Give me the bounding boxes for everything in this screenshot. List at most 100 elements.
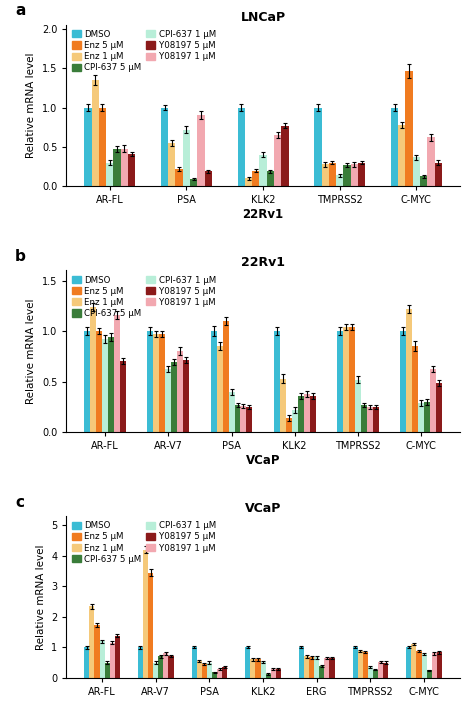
Bar [324,658,329,678]
Bar [237,107,245,186]
Title: 22Rv1: 22Rv1 [241,256,285,269]
Bar [420,176,428,186]
Title: LNCaP: LNCaP [240,11,286,23]
Bar [265,674,271,678]
Bar [202,664,207,678]
Bar [413,157,420,186]
Bar [172,362,177,432]
Bar [159,334,165,432]
Y-axis label: Relative mRNA level: Relative mRNA level [27,53,36,158]
Bar [411,644,416,678]
Bar [222,667,227,678]
Bar [121,148,128,186]
Text: b: b [15,249,26,264]
Bar [197,661,202,678]
Bar [120,361,126,432]
Bar [349,327,355,432]
Bar [113,149,121,186]
Bar [217,669,222,678]
Bar [351,164,358,186]
Bar [235,405,240,432]
Bar [128,154,135,186]
Bar [84,647,89,678]
Bar [255,659,261,678]
Bar [245,179,252,186]
Bar [355,380,361,432]
Bar [102,339,108,432]
Bar [105,662,110,678]
Bar [281,126,289,186]
Bar [406,647,411,678]
Bar [183,130,190,186]
Bar [153,662,158,678]
Bar [378,662,383,678]
Bar [240,406,246,432]
Bar [96,331,102,432]
Bar [164,653,168,678]
Bar [84,331,90,432]
Bar [427,670,432,678]
Bar [309,657,314,678]
Bar [197,115,205,186]
Bar [314,107,321,186]
Bar [398,125,405,186]
Bar [405,71,413,186]
Bar [212,672,217,678]
Bar [177,351,183,432]
Y-axis label: Relative mRNA level: Relative mRNA level [36,544,46,650]
Bar [168,143,175,186]
Bar [319,666,324,678]
Bar [90,307,96,432]
Bar [436,383,442,432]
Legend: DMSO, Enz 5 μM, Enz 1 μM, CPI-637 5 μM, CPI-637 1 μM, Y08197 5 μM, Y08197 1 μM, : DMSO, Enz 5 μM, Enz 1 μM, CPI-637 5 μM, … [71,275,217,319]
Bar [273,331,280,432]
Bar [271,669,276,678]
Bar [304,657,309,678]
Bar [114,315,120,432]
Bar [310,395,316,432]
Bar [210,331,217,432]
Bar [280,378,286,432]
Bar [274,135,281,186]
Bar [358,162,365,186]
Bar [424,402,430,432]
Bar [363,652,368,678]
Bar [329,162,336,186]
Title: VCaP: VCaP [245,502,281,515]
Bar [353,647,358,678]
Bar [261,662,265,678]
Bar [373,669,378,678]
Bar [175,169,183,186]
Bar [292,409,298,432]
Bar [418,402,424,432]
Bar [108,337,114,432]
Bar [432,653,437,678]
X-axis label: 22Rv1: 22Rv1 [243,208,283,221]
Legend: DMSO, Enz 5 μM, Enz 1 μM, CPI-637 5 μM, CPI-637 1 μM, Y08197 5 μM, Y08197 1 μM, : DMSO, Enz 5 μM, Enz 1 μM, CPI-637 5 μM, … [71,520,217,565]
Bar [298,395,304,432]
Bar [437,652,442,678]
Bar [84,107,91,186]
Bar [400,331,406,432]
Text: c: c [15,495,24,510]
Y-axis label: Relative mRNA level: Relative mRNA level [27,299,36,404]
Bar [106,162,113,186]
Bar [299,647,304,678]
Bar [205,172,212,186]
Bar [190,179,197,186]
Bar [245,647,250,678]
Bar [358,651,363,678]
Bar [276,669,281,678]
Bar [94,626,100,678]
Bar [168,656,173,678]
Legend: DMSO, Enz 5 μM, Enz 1 μM, CPI-637 5 μM, CPI-637 1 μM, Y08197 5 μM, Y08197 1 μM, : DMSO, Enz 5 μM, Enz 1 μM, CPI-637 5 μM, … [71,29,217,73]
Bar [304,394,310,432]
Bar [343,165,351,186]
Bar [368,667,373,678]
Bar [337,331,343,432]
X-axis label: VCaP: VCaP [246,454,280,467]
Bar [191,647,197,678]
Bar [183,360,189,432]
Bar [383,662,388,678]
Bar [391,107,398,186]
